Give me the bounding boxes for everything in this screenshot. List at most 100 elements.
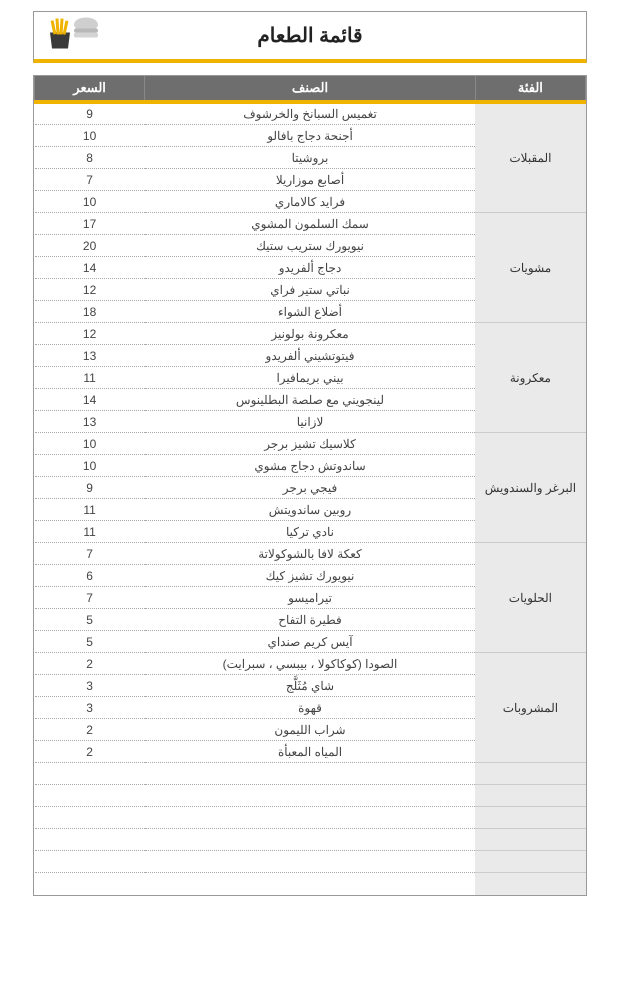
price-cell: 5 — [35, 631, 145, 653]
table-body: المقبلاتتغميس السبانخ والخرشوف9أجنحة دجا… — [35, 102, 586, 895]
price-cell: 14 — [35, 389, 145, 411]
empty-category-cell — [475, 873, 585, 895]
item-cell: نيويورك ستريب ستيك — [145, 235, 476, 257]
page-title: قائمة الطعام — [257, 23, 362, 48]
item-cell: دجاج ألفريدو — [145, 257, 476, 279]
price-cell: 6 — [35, 565, 145, 587]
empty-category-cell — [475, 763, 585, 785]
price-cell: 10 — [35, 191, 145, 213]
empty-category-cell — [475, 851, 585, 873]
item-cell: تغميس السبانخ والخرشوف — [145, 102, 476, 125]
price-cell: 2 — [35, 653, 145, 675]
category-cell: البرغر والسندويش — [475, 433, 585, 543]
empty-cell — [35, 763, 145, 785]
item-cell: سمك السلمون المشوي — [145, 213, 476, 235]
empty-cell — [145, 763, 476, 785]
price-cell: 7 — [35, 587, 145, 609]
item-cell: المياه المعبأة — [145, 741, 476, 763]
category-cell: الحلويات — [475, 543, 585, 653]
price-cell: 9 — [35, 477, 145, 499]
item-cell: ساندوتش دجاج مشوي — [145, 455, 476, 477]
empty-row — [35, 829, 586, 851]
price-cell: 5 — [35, 609, 145, 631]
empty-cell — [35, 807, 145, 829]
price-cell: 7 — [35, 169, 145, 191]
item-cell: كعكة لافا بالشوكولاتة — [145, 543, 476, 565]
empty-category-cell — [475, 829, 585, 851]
item-cell: نادي تركيا — [145, 521, 476, 543]
category-cell: مشويات — [475, 213, 585, 323]
table-row: البرغر والسندويشكلاسيك تشيز برجر10 — [35, 433, 586, 455]
empty-row — [35, 851, 586, 873]
empty-cell — [35, 873, 145, 895]
item-cell: روبين ساندويتش — [145, 499, 476, 521]
empty-cell — [35, 851, 145, 873]
item-cell: تيراميسو — [145, 587, 476, 609]
price-cell: 3 — [35, 675, 145, 697]
item-cell: فرايد كالاماري — [145, 191, 476, 213]
category-cell: المشروبات — [475, 653, 585, 763]
price-cell: 12 — [35, 279, 145, 301]
price-cell: 7 — [35, 543, 145, 565]
price-cell: 11 — [35, 499, 145, 521]
col-header-price: السعر — [35, 76, 145, 102]
item-cell: لينجويني مع صلصة البطلينوس — [145, 389, 476, 411]
item-cell: لازانيا — [145, 411, 476, 433]
category-cell: معكرونة — [475, 323, 585, 433]
empty-category-cell — [475, 807, 585, 829]
item-cell: أصابع موزاريلا — [145, 169, 476, 191]
price-cell: 20 — [35, 235, 145, 257]
item-cell: شراب الليمون — [145, 719, 476, 741]
col-header-item: الصنف — [145, 76, 476, 102]
price-cell: 10 — [35, 455, 145, 477]
empty-category-cell — [475, 785, 585, 807]
item-cell: شاي مُثَلَّج — [145, 675, 476, 697]
price-cell: 17 — [35, 213, 145, 235]
item-cell: نباتي ستير فراي — [145, 279, 476, 301]
empty-row — [35, 873, 586, 895]
menu-table-container: الفئة الصنف السعر المقبلاتتغميس السبانخ … — [33, 75, 587, 896]
item-cell: فيتوتشيني ألفريدو — [145, 345, 476, 367]
category-cell: المقبلات — [475, 102, 585, 213]
price-cell: 18 — [35, 301, 145, 323]
table-row: مشوياتسمك السلمون المشوي17 — [35, 213, 586, 235]
empty-row — [35, 807, 586, 829]
table-row: معكرونةمعكرونة بولونيز12 — [35, 323, 586, 345]
item-cell: بروشيتا — [145, 147, 476, 169]
item-cell: فيجي برجر — [145, 477, 476, 499]
item-cell: نيويورك تشيز كيك — [145, 565, 476, 587]
empty-row — [35, 785, 586, 807]
price-cell: 13 — [35, 345, 145, 367]
table-row: المقبلاتتغميس السبانخ والخرشوف9 — [35, 102, 586, 125]
price-cell: 2 — [35, 741, 145, 763]
empty-cell — [35, 785, 145, 807]
price-cell: 12 — [35, 323, 145, 345]
empty-row — [35, 763, 586, 785]
price-cell: 11 — [35, 367, 145, 389]
menu-table: الفئة الصنف السعر المقبلاتتغميس السبانخ … — [34, 76, 586, 895]
item-cell: كلاسيك تشيز برجر — [145, 433, 476, 455]
item-cell: أضلاع الشواء — [145, 301, 476, 323]
price-cell: 11 — [35, 521, 145, 543]
empty-cell — [145, 829, 476, 851]
page: قائمة الطعام الفئة الصنف السعر المقبلاتت… — [0, 0, 620, 909]
empty-cell — [145, 873, 476, 895]
empty-cell — [145, 851, 476, 873]
price-cell: 13 — [35, 411, 145, 433]
header-bar: قائمة الطعام — [33, 11, 587, 63]
item-cell: الصودا (كوكاكولا ، بيبسي ، سبرايت) — [145, 653, 476, 675]
item-cell: فطيرة التفاح — [145, 609, 476, 631]
food-icon — [42, 14, 102, 57]
table-header-row: الفئة الصنف السعر — [35, 76, 586, 102]
empty-cell — [145, 807, 476, 829]
price-cell: 2 — [35, 719, 145, 741]
item-cell: معكرونة بولونيز — [145, 323, 476, 345]
table-row: الحلوياتكعكة لافا بالشوكولاتة7 — [35, 543, 586, 565]
price-cell: 8 — [35, 147, 145, 169]
price-cell: 10 — [35, 125, 145, 147]
col-header-category: الفئة — [475, 76, 585, 102]
item-cell: آيس كريم صنداي — [145, 631, 476, 653]
item-cell: بيني بريمافيرا — [145, 367, 476, 389]
price-cell: 10 — [35, 433, 145, 455]
price-cell: 3 — [35, 697, 145, 719]
